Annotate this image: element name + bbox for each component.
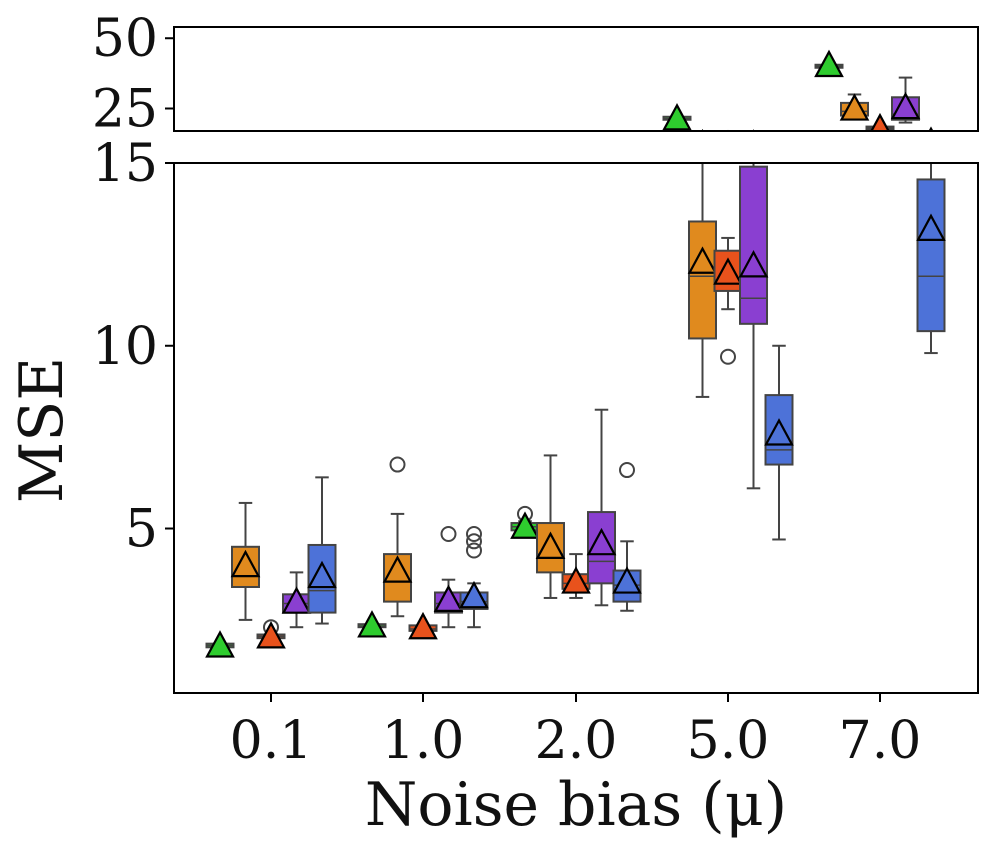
box-blue-1.0-top-outlier-1 [467,159,481,173]
xtick-label-2.0: 2.0 [535,711,618,771]
box-green-1.0-top-box [359,169,386,172]
box-green-0.1-top-box [207,171,234,174]
box-orange-2.0-top-mean-marker [538,153,564,177]
bottom-ytick-label-15: 15 [92,134,158,194]
box-red-7.0-bottom-mean-marker [867,40,893,64]
box-purple-7.0-top-mean-marker [890,91,921,120]
box-red-5.0-top-outlier-0 [721,145,735,159]
box-orange-5.0-bottom-mean-marker [687,246,718,274]
box-blue-5.0-bottom-box [764,394,794,466]
xtick-label-5.0: 5.0 [687,711,770,771]
box-red-0.1-top-outlier-0 [264,165,278,179]
box-red-1.0-top-box [410,170,437,173]
box-blue-7.0-top-box [918,138,945,150]
box-red-5.0-top-box [715,143,742,146]
box-orange-2.0-bottom-box [536,522,565,574]
top-ytick-label-50: 50 [92,9,158,69]
box-red-5.0-top-mean-marker [727,129,729,131]
xtick-label-1.0: 1.0 [382,711,465,771]
box-blue-2.0-bottom-mean-marker [612,566,642,594]
box-red-0.1-top-box [258,170,285,173]
box-blue-0.1-top-mean-marker [309,155,335,179]
box-purple-1.0-top-box [435,168,462,171]
box-blue-0.1-top-box [309,166,336,171]
box-orange-5.0-bottom-box [688,220,717,340]
box-purple-2.0-bottom-mean-marker [586,527,617,556]
box-blue-7.0-bottom-box [916,178,946,333]
box-orange-5.0-top-box [689,141,716,150]
box-red-0.1-bottom-mean-marker [256,621,286,649]
box-blue-1.0-bottom-outlier-0 [466,542,482,559]
box-purple-0.1-top-box [283,168,310,171]
box-orange-0.1-bottom-mean-marker [230,549,261,578]
box-blue-2.0-top-box [614,167,641,170]
box-purple-0.1-bottom-mean-marker [281,586,312,614]
box-purple-2.0-top-mean-marker [589,153,615,177]
box-purple-2.0-top-box [588,163,615,168]
box-purple-1.0-top-outlier-0 [442,158,456,172]
box-blue-7.0-top-mean-marker [928,126,934,131]
box-orange-1.0-top-mean-marker [385,155,411,179]
box-purple-1.0-bottom-outlier-0 [440,526,457,542]
box-orange-1.0-bottom-outlier-0 [389,456,406,473]
box-blue-1.0-bottom-outlier-1 [466,533,482,550]
box-red-2.0-top-box [563,166,590,169]
box-purple-5.0-top-mean-marker [752,129,755,131]
y-axis-label: MSE [7,357,77,503]
box-blue-1.0-top-outlier-2 [467,158,481,172]
box-blue-2.0-bottom-outlier-0 [619,462,635,479]
box-orange-0.1-top-box [232,166,259,169]
box-purple-1.0-top-mean-marker [436,157,462,181]
box-purple-5.0-bottom-box [739,165,768,325]
box-blue-1.0-bottom-mean-marker [459,580,489,609]
box-orange-1.0-bottom-mean-marker [382,555,413,583]
xtick-label-0.1: 0.1 [230,711,313,771]
box-blue-1.0-top-mean-marker [461,157,487,181]
box-green-0.1-top-mean-marker [207,161,233,185]
box-blue-7.0-bottom-mean-marker [916,213,946,241]
box-red-2.0-bottom-mean-marker [561,566,591,594]
top-panel-frame [173,26,979,132]
box-green-2.0-bottom-mean-marker [510,511,540,539]
box-orange-5.0-top-mean-marker [701,128,704,131]
box-red-5.0-bottom-mean-marker [713,257,743,285]
box-purple-5.0-top-box [740,137,767,149]
box-orange-7.0-top-mean-marker [839,93,870,121]
box-blue-1.0-bottom-outlier-2 [466,526,482,542]
box-red-7.0-bottom-box [867,35,894,72]
top-panel-marks [207,49,945,185]
xtick-label-7.0: 7.0 [839,711,922,771]
bottom-ytick-label-10: 10 [92,317,158,377]
box-blue-0.1-bottom-mean-marker [307,560,337,589]
top-ytick-label-25: 25 [92,80,158,140]
box-blue-2.0-top-mean-marker [614,156,640,180]
box-green-7.0-top-mean-marker [814,49,844,78]
box-blue-1.0-top-outlier-0 [467,159,481,173]
box-green-5.0-top-mean-marker [662,103,692,131]
box-red-5.0-bottom-outlier-0 [720,348,736,365]
box-purple-0.1-top-mean-marker [284,157,310,181]
box-orange-2.0-top-box [537,164,564,168]
box-blue-5.0-top-mean-marker [766,144,792,168]
box-red-1.0-bottom-mean-marker [408,611,438,640]
box-red-7.0-top-mean-marker [870,112,890,131]
box-blue-2.0-top-outlier-0 [620,153,634,167]
box-purple-5.0-bottom-mean-marker [738,250,769,278]
box-blue-5.0-bottom-mean-marker [764,418,794,446]
box-green-0.1-bottom-mean-marker [205,630,235,658]
box-blue-1.0-top-box [461,168,488,171]
bottom-panel-marks [205,35,946,658]
box-orange-1.0-top-box [384,167,411,171]
box-orange-2.0-bottom-mean-marker [535,531,566,559]
axis-ticks: 25 50 5 10 15 0.1 1.0 2.0 5.0 7.0 [92,9,922,771]
box-green-1.0-bottom-mean-marker [357,610,387,638]
x-axis-label: Noise bias (μ) [365,770,787,840]
box-red-2.0-top-mean-marker [563,156,589,180]
box-orange-1.0-top-outlier-0 [391,153,405,167]
box-blue-5.0-top-box [766,154,793,159]
box-purple-1.0-bottom-mean-marker [433,584,464,612]
bottom-ytick-label-5: 5 [125,500,158,560]
box-orange-0.1-top-mean-marker [233,155,259,179]
